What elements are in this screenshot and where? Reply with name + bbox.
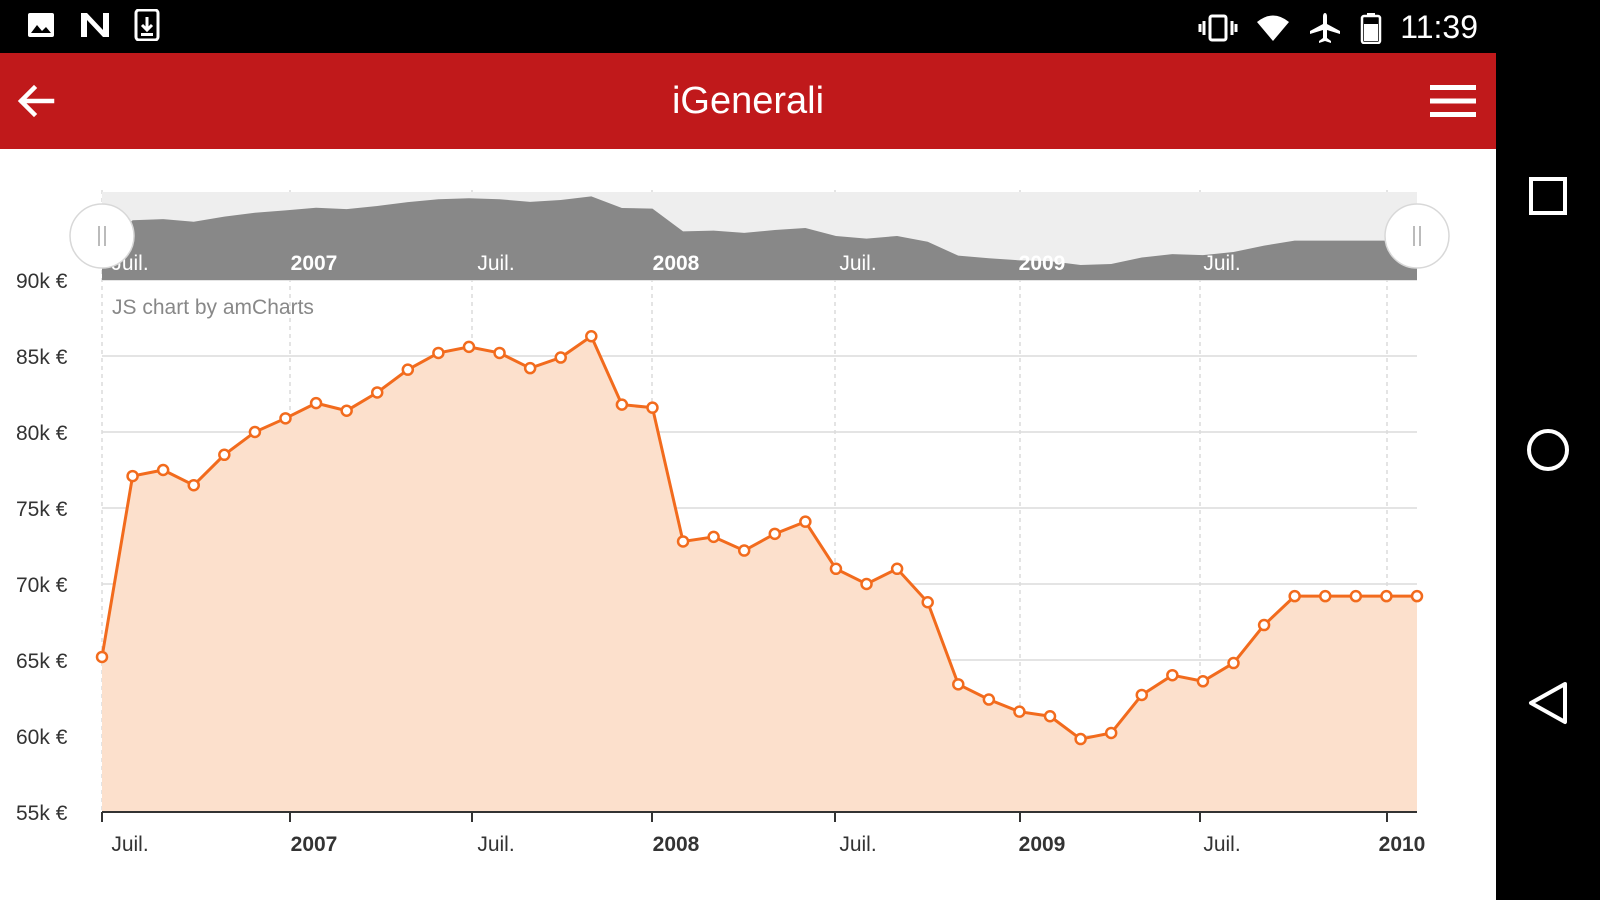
x-tick-label: Juil. (111, 833, 148, 856)
scrollbar-left-handle[interactable] (69, 203, 135, 269)
x-tick-label: 2007 (291, 833, 338, 856)
data-point[interactable] (1043, 709, 1057, 723)
data-point[interactable] (248, 425, 262, 439)
data-point[interactable] (707, 530, 720, 544)
back-button[interactable] (12, 77, 60, 125)
airplane-mode-icon (1310, 12, 1341, 43)
y-tick-label: 60k € (16, 726, 68, 749)
data-point[interactable] (1074, 732, 1087, 746)
system-back-button[interactable] (1522, 677, 1574, 729)
y-tick-label: 70k € (16, 574, 68, 597)
chart-container: 55k € 60k € 65k € 70k € 75k € 80k € 85k € 90k €… (0, 149, 1496, 900)
scrollbar-label: 2007 (291, 252, 338, 275)
data-point[interactable] (646, 401, 659, 414)
back-triangle-icon (1529, 682, 1567, 724)
overview-button[interactable] (1522, 170, 1574, 222)
data-point[interactable] (615, 398, 629, 411)
home-circle-icon (1527, 429, 1569, 471)
scrollbar-label: Juil. (1203, 252, 1240, 275)
x-tick-label: Juil. (477, 833, 514, 856)
scrollbar-label: Juil. (839, 252, 876, 275)
arrow-left-icon (17, 84, 55, 118)
data-point[interactable] (309, 396, 323, 410)
status-bar: 11:39 (0, 0, 1496, 53)
x-tick-label: 2008 (653, 833, 700, 856)
app-bar: iGenerali (0, 53, 1496, 149)
status-time: 11:39 (1400, 9, 1478, 45)
system-nav-bar (1496, 0, 1600, 900)
scrollbar-area (102, 196, 1417, 280)
image-icon (28, 13, 54, 37)
y-tick-label: 75k € (16, 498, 68, 521)
data-point[interactable] (554, 351, 567, 364)
data-point[interactable] (156, 463, 170, 477)
data-point[interactable] (1257, 618, 1271, 632)
x-tick-label: Juil. (839, 833, 876, 856)
data-point[interactable] (218, 448, 231, 462)
menu-button[interactable] (1428, 77, 1478, 125)
hamburger-menu-icon (1430, 85, 1476, 117)
data-point[interactable] (493, 346, 506, 360)
scrollbar-label: 2008 (653, 252, 700, 275)
data-point[interactable] (462, 340, 476, 354)
data-point[interactable] (982, 693, 996, 706)
data-point[interactable] (585, 329, 598, 343)
data-point[interactable] (737, 544, 751, 557)
scrollbar-label: Juil. (477, 252, 514, 275)
overview-square-icon (1529, 177, 1567, 215)
x-tick-label: Juil. (1203, 833, 1240, 856)
y-tick-label: 85k € (16, 346, 68, 369)
data-point[interactable] (95, 650, 109, 664)
data-point[interactable] (1288, 589, 1301, 603)
wifi-icon (1257, 15, 1290, 41)
data-point[interactable] (829, 562, 843, 576)
data-point[interactable] (1319, 589, 1332, 603)
chart-credit: JS chart by amCharts (112, 296, 314, 319)
data-point[interactable] (768, 527, 782, 541)
page-title: iGenerali (671, 80, 825, 122)
scrollbar-right-handle[interactable] (1384, 203, 1450, 269)
data-point[interactable] (432, 346, 445, 360)
battery-icon (1361, 12, 1382, 44)
y-tick-label: 90k € (16, 270, 68, 293)
data-point[interactable] (1104, 726, 1118, 740)
data-point[interactable] (340, 404, 353, 417)
data-point[interactable] (860, 577, 873, 591)
download-icon (134, 9, 160, 41)
home-button[interactable] (1522, 424, 1574, 476)
data-point[interactable] (1166, 668, 1179, 682)
y-tick-label: 55k € (16, 802, 68, 825)
n-notification-icon (81, 13, 109, 37)
scrollbar-label: 2009 (1019, 252, 1066, 275)
data-point[interactable] (1013, 705, 1026, 718)
data-point[interactable] (1196, 675, 1210, 688)
data-point[interactable] (890, 562, 904, 576)
data-point[interactable] (370, 386, 384, 399)
x-tick-label: 2009 (1019, 833, 1066, 856)
y-tick-label: 80k € (16, 422, 68, 445)
status-left-icons (26, 9, 160, 41)
data-point[interactable] (1410, 589, 1424, 603)
data-point[interactable] (921, 595, 934, 609)
vibrate-icon (1198, 14, 1238, 41)
data-point[interactable] (401, 363, 415, 376)
data-point[interactable] (676, 535, 690, 548)
status-right-icons: 11:39 (1198, 9, 1478, 46)
y-tick-label: 65k € (16, 650, 68, 673)
area-fill (102, 336, 1417, 812)
data-point[interactable] (1349, 589, 1363, 603)
data-point[interactable] (523, 361, 537, 375)
data-point[interactable] (187, 478, 200, 492)
data-point[interactable] (1135, 688, 1149, 702)
x-tick-label: 2010 (1379, 833, 1426, 856)
data-point[interactable] (799, 515, 812, 528)
data-point[interactable] (1380, 589, 1393, 603)
data-point[interactable] (126, 469, 139, 483)
price-chart[interactable]: 55k € 60k € 65k € 70k € 75k € 80k € 85k € 90k €… (0, 149, 1496, 900)
data-point[interactable] (1227, 656, 1240, 670)
data-point[interactable] (952, 678, 965, 691)
data-point[interactable] (279, 412, 292, 425)
